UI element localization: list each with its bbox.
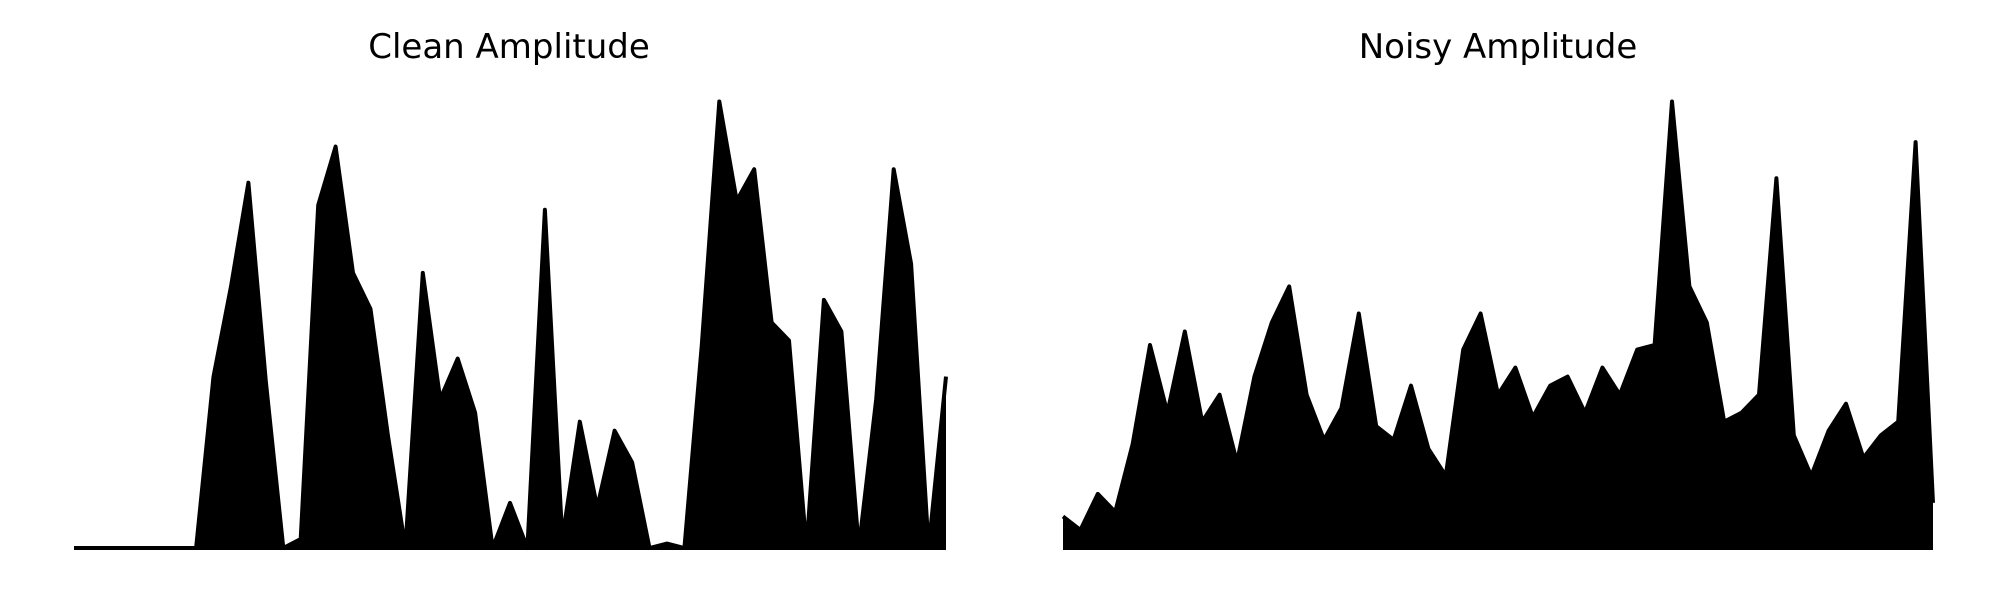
amplitude-envelope-line bbox=[74, 99, 948, 550]
amplitude-envelope-line bbox=[1061, 99, 1935, 532]
noisy-amplitude-panel: Noisy Amplitude bbox=[1061, 27, 1935, 550]
clean-amplitude-title: Clean Amplitude bbox=[368, 27, 650, 67]
clean-amplitude-plot bbox=[74, 99, 948, 550]
noisy-amplitude-title: Noisy Amplitude bbox=[1359, 27, 1638, 67]
noisy-amplitude-plot bbox=[1061, 99, 1935, 550]
clean-amplitude-panel: Clean Amplitude bbox=[74, 27, 948, 550]
amplitude-area-fill bbox=[1063, 101, 1933, 548]
amplitude-area-fill bbox=[74, 101, 946, 548]
